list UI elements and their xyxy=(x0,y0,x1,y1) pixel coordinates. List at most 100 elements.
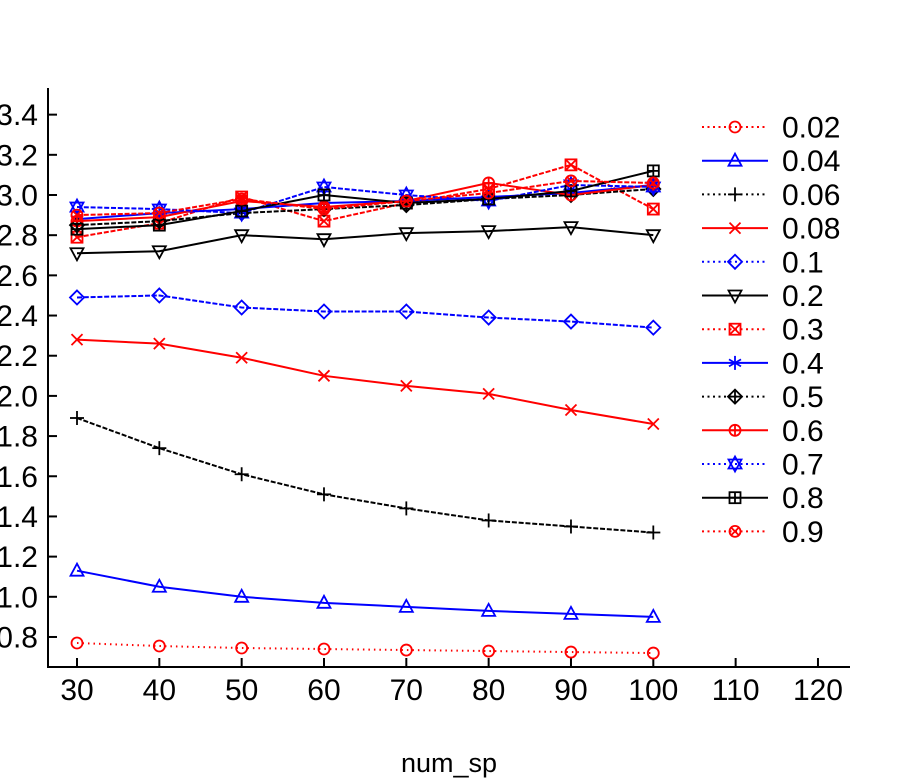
series-0.02 xyxy=(70,636,660,660)
x-marker xyxy=(564,403,578,417)
series-line xyxy=(76,338,654,426)
circle-x-marker xyxy=(70,208,84,222)
hexagram-marker xyxy=(726,458,744,474)
circle-marker xyxy=(235,641,249,655)
legend-entry-0.06: 0.06 xyxy=(702,179,840,212)
legend-label: 0.9 xyxy=(782,516,824,549)
circle-x-marker xyxy=(317,202,331,216)
diamond-marker xyxy=(480,309,497,326)
triangle-up-marker xyxy=(68,561,86,577)
circle-marker xyxy=(728,120,742,134)
legend-label: 0.8 xyxy=(782,482,824,515)
diamond-marker xyxy=(315,303,333,320)
diamond-marker xyxy=(68,289,86,306)
y-tick-label: 1.6 xyxy=(0,461,38,494)
x-tick-label: 40 xyxy=(143,674,176,707)
triangle-down-marker xyxy=(68,247,86,263)
x-marker xyxy=(400,379,413,392)
circle-marker xyxy=(482,644,496,658)
triangle-down-marker xyxy=(151,245,168,261)
box-x-marker xyxy=(564,158,578,172)
legend-label: 0.04 xyxy=(782,145,840,178)
legend-entry-0.08: 0.08 xyxy=(702,213,840,246)
diamond-marker xyxy=(398,303,415,320)
triangle-down-marker xyxy=(645,229,662,245)
box-x-marker xyxy=(647,202,660,216)
legend-label: 0.02 xyxy=(782,112,840,145)
y-tick-label: 3.2 xyxy=(0,139,38,172)
circle-x-marker xyxy=(482,186,496,200)
x-tick-label: 50 xyxy=(225,674,258,707)
series-line xyxy=(76,179,654,217)
circle-x-marker xyxy=(564,174,578,188)
series-0.9 xyxy=(70,174,660,222)
y-tick-label: 3.4 xyxy=(0,99,38,132)
y-tick-label: 1.2 xyxy=(0,541,38,574)
legend-label: 0.4 xyxy=(782,347,824,380)
y-tick-label: 1.0 xyxy=(0,581,38,614)
box-x-marker xyxy=(564,158,578,172)
x-marker xyxy=(482,387,495,401)
x-axis-ticks: 30 40 50 60 70 80 90 100 110 120 xyxy=(60,658,843,707)
x-tick-label: 90 xyxy=(554,674,587,707)
legend-entry-0.7: 0.7 xyxy=(702,449,824,482)
series-line xyxy=(76,294,654,329)
series-0.2 xyxy=(68,221,662,263)
y-tick-label: 2.4 xyxy=(0,300,38,333)
circle-x-marker xyxy=(154,208,164,218)
legend-label: 0.5 xyxy=(782,381,824,414)
circle-marker xyxy=(317,642,331,656)
legend-entry-0.6: 0.6 xyxy=(702,415,824,448)
x-marker xyxy=(153,337,166,350)
y-tick-label: 1.8 xyxy=(0,421,38,454)
legend-label: 0.6 xyxy=(782,415,824,448)
legend-entry-0.2: 0.2 xyxy=(702,280,824,313)
circle-x-marker xyxy=(152,206,166,220)
circle-marker xyxy=(646,646,660,660)
plot-border xyxy=(47,88,850,668)
legend-label: 0.7 xyxy=(782,449,824,482)
legend-label: 0.1 xyxy=(782,246,824,279)
box-x-marker xyxy=(646,202,660,216)
triangle-up-marker xyxy=(315,593,333,609)
legend-label: 0.08 xyxy=(782,213,840,246)
circle-x-marker xyxy=(728,525,742,538)
x-tick-label: 120 xyxy=(793,674,843,707)
x-tick-label: 60 xyxy=(307,674,340,707)
y-axis-ticks: 0.8 1.0 1.2 1.4 1.6 1.8 2.0 2.2 2.4 2.6 2.8 3.0 3.2 3… xyxy=(0,99,57,654)
triangle-down-marker xyxy=(233,229,250,245)
diamond-marker xyxy=(233,299,250,316)
y-tick-label: 2.8 xyxy=(0,220,38,253)
legend-entry-0.8: 0.8 xyxy=(702,482,824,515)
x-marker xyxy=(235,351,248,364)
hexagram-marker xyxy=(68,201,86,217)
box-x-marker xyxy=(317,214,331,228)
hexagram-marker xyxy=(726,454,744,470)
diamond-marker xyxy=(645,319,662,336)
series-line xyxy=(76,569,654,618)
axis-lines xyxy=(47,88,850,668)
circle-x-marker xyxy=(646,176,660,190)
triangle-down-marker xyxy=(726,289,744,305)
triangle-up-marker xyxy=(480,601,497,617)
x-tick-label: 100 xyxy=(628,674,678,707)
y-tick-label: 2.2 xyxy=(0,340,38,373)
series-0.8 xyxy=(70,164,660,236)
triangle-up-marker xyxy=(151,577,168,593)
circle-x-marker xyxy=(319,204,329,214)
legend-label: 0.2 xyxy=(782,280,824,313)
legend-entry-0.5: 0.5 xyxy=(702,381,824,414)
circle-marker xyxy=(399,643,413,657)
x-tick-label: 30 xyxy=(60,674,93,707)
series-0.06 xyxy=(70,410,661,540)
circle-marker xyxy=(152,639,166,653)
triangle-down-marker xyxy=(562,221,579,237)
circle-x-marker xyxy=(730,526,740,537)
data-series xyxy=(68,158,662,660)
series-0.1 xyxy=(68,287,662,336)
diamond-marker xyxy=(151,287,168,304)
legend-label: 0.06 xyxy=(782,179,840,212)
x-marker xyxy=(70,333,84,346)
